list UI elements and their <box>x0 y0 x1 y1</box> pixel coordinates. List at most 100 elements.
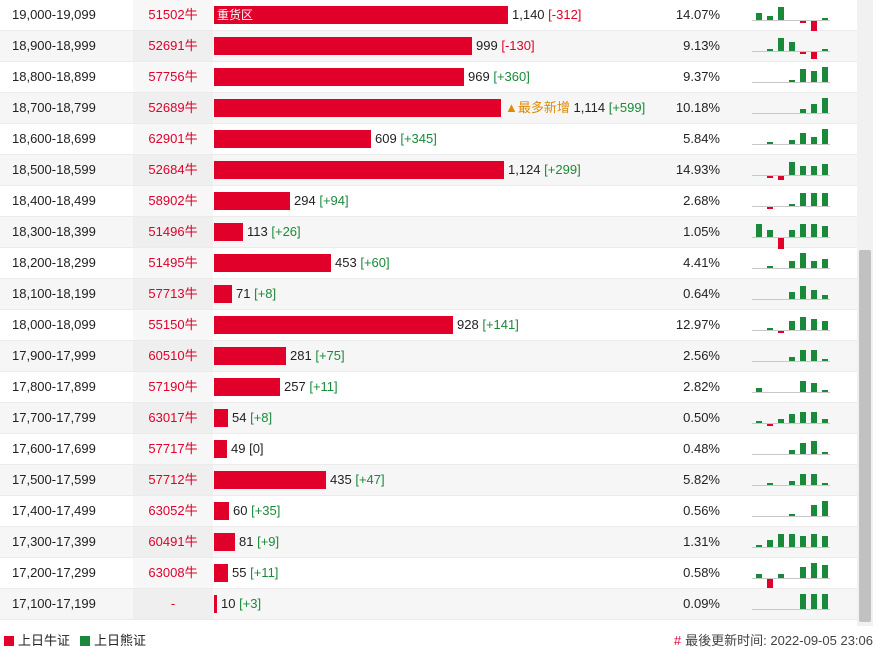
sparkline-baseline <box>752 20 830 21</box>
trend-sparkline <box>752 279 830 309</box>
warrant-code[interactable]: 55150牛 <box>133 310 213 340</box>
percentage: 14.93% <box>675 162 720 177</box>
percentage: 2.68% <box>683 193 720 208</box>
trend-sparkline <box>752 496 830 526</box>
sparkline-baseline <box>752 454 830 455</box>
sparkline-bar <box>822 500 828 516</box>
sparkline-bar <box>822 389 828 392</box>
sparkline-bar <box>822 418 828 423</box>
warrant-code[interactable]: 58902牛 <box>133 186 213 216</box>
table-row: 18,800-18,899 57756牛 969 [+360] 9.37% <box>0 62 857 93</box>
warrant-code[interactable]: 62901牛 <box>133 124 213 154</box>
sparkline-baseline <box>752 237 830 238</box>
sparkline-bar <box>822 192 828 206</box>
trend-sparkline <box>752 310 830 340</box>
sparkline-bar <box>822 564 828 578</box>
warrant-code[interactable]: 63052牛 <box>133 496 213 526</box>
warrant-code[interactable]: - <box>133 589 213 619</box>
sparkline-bar <box>822 321 828 330</box>
warrant-code[interactable]: 51495牛 <box>133 248 213 278</box>
volume-value: 999 [-130] <box>476 31 535 61</box>
warrant-code[interactable]: 63017牛 <box>133 403 213 433</box>
sparkline-bar <box>789 42 795 51</box>
volume-bar <box>214 378 280 396</box>
sparkline-bar <box>811 166 817 175</box>
warrant-code[interactable]: 60491牛 <box>133 527 213 557</box>
volume-value: 257 [+11] <box>284 372 338 402</box>
sparkline-bar <box>789 356 795 361</box>
volume-value: 1,124 [+299] <box>508 155 581 185</box>
trend-sparkline <box>752 465 830 495</box>
volume-bar-cell: 453 [+60] <box>214 248 654 278</box>
trend-sparkline <box>752 155 830 185</box>
sparkline-bar <box>778 418 784 423</box>
percentage: 10.18% <box>675 100 720 115</box>
sparkline-bar <box>811 593 817 609</box>
volume-change: [+60] <box>360 255 390 270</box>
sparkline-bar <box>800 21 806 24</box>
sparkline-baseline <box>752 299 830 300</box>
warrant-code[interactable]: 57756牛 <box>133 62 213 92</box>
scrollbar-thumb[interactable] <box>859 250 871 622</box>
sparkline-bar <box>822 536 828 547</box>
percentage: 2.56% <box>683 348 720 363</box>
sparkline-bar <box>811 412 817 423</box>
volume-number: 54 <box>232 410 247 425</box>
volume-bar <box>214 471 326 489</box>
warrant-code[interactable]: 52684牛 <box>133 155 213 185</box>
sparkline-bar <box>822 358 828 361</box>
strike-range: 18,900-18,999 <box>12 38 96 53</box>
sparkline-bar <box>789 203 795 206</box>
trend-sparkline <box>752 248 830 278</box>
strike-range: 18,700-18,799 <box>12 100 96 115</box>
trend-sparkline <box>752 403 830 433</box>
warrant-code[interactable]: 60510牛 <box>133 341 213 371</box>
sparkline-baseline <box>752 268 830 269</box>
sparkline-bar <box>811 350 817 361</box>
volume-bar <box>214 502 229 520</box>
sparkline-bar <box>767 141 773 144</box>
strike-range: 18,100-18,199 <box>12 286 96 301</box>
trend-sparkline <box>752 527 830 557</box>
warrant-code[interactable]: 51496牛 <box>133 217 213 247</box>
sparkline-bar <box>800 567 806 578</box>
volume-number: 1,124 <box>508 162 541 177</box>
table-row: 17,300-17,399 60491牛 81 [+9] 1.31% <box>0 527 857 558</box>
sparkline-bar <box>811 192 817 206</box>
percentage: 5.84% <box>683 131 720 146</box>
warrant-code[interactable]: 57713牛 <box>133 279 213 309</box>
bar-label: 重货区 <box>217 8 254 22</box>
warrant-code[interactable]: 63008牛 <box>133 558 213 588</box>
volume-change: [+141] <box>482 317 519 332</box>
volume-value: ▲最多新增 1,114 [+599] <box>505 93 645 123</box>
table-row: 17,200-17,299 63008牛 55 [+11] 0.58% <box>0 558 857 589</box>
sparkline-bar <box>789 414 795 423</box>
warrant-code[interactable]: 52691牛 <box>133 31 213 61</box>
sparkline-baseline <box>752 423 830 424</box>
sparkline-bar <box>756 544 762 547</box>
volume-bar-cell: 10 [+3] <box>214 589 654 619</box>
volume-bar-cell: 81 [+9] <box>214 527 654 557</box>
sparkline-bar <box>767 540 773 547</box>
strike-range: 18,600-18,699 <box>12 131 96 146</box>
volume-change: [+47] <box>355 472 385 487</box>
warrant-code[interactable]: 52689牛 <box>133 93 213 123</box>
trend-sparkline <box>752 341 830 371</box>
strike-range: 17,600-17,699 <box>12 441 96 456</box>
legend-bear-label: 上日熊证 <box>94 633 147 648</box>
sparkline-bar <box>756 13 762 20</box>
vertical-scrollbar[interactable] <box>857 0 873 626</box>
warrant-code[interactable]: 57190牛 <box>133 372 213 402</box>
sparkline-bar <box>789 449 795 454</box>
volume-change: [+3] <box>239 596 262 611</box>
warrant-code[interactable]: 57717牛 <box>133 434 213 464</box>
volume-bar <box>214 564 228 582</box>
warrant-code[interactable]: 57712牛 <box>133 465 213 495</box>
volume-bar <box>214 192 290 210</box>
volume-value: 81 [+9] <box>239 527 279 557</box>
table-row: 18,000-18,099 55150牛 928 [+141] 12.97% <box>0 310 857 341</box>
volume-bar-cell: 281 [+75] <box>214 341 654 371</box>
sparkline-bar <box>778 176 784 181</box>
strike-range: 17,300-17,399 <box>12 534 96 549</box>
warrant-code[interactable]: 51502牛 <box>133 0 213 30</box>
